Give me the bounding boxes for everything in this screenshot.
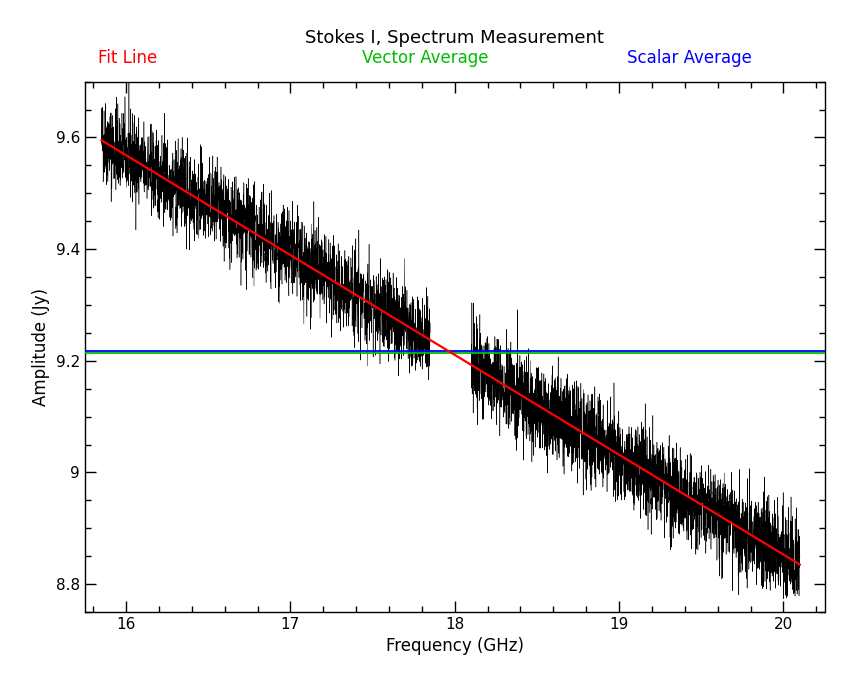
Text: Scalar Average: Scalar Average (627, 49, 752, 67)
Text: Fit Line: Fit Line (98, 49, 157, 67)
Text: Vector Average: Vector Average (362, 49, 488, 67)
Title: Stokes I, Spectrum Measurement: Stokes I, Spectrum Measurement (305, 29, 604, 47)
Y-axis label: Amplitude (Jy): Amplitude (Jy) (32, 288, 50, 406)
X-axis label: Frequency (GHz): Frequency (GHz) (386, 637, 524, 656)
